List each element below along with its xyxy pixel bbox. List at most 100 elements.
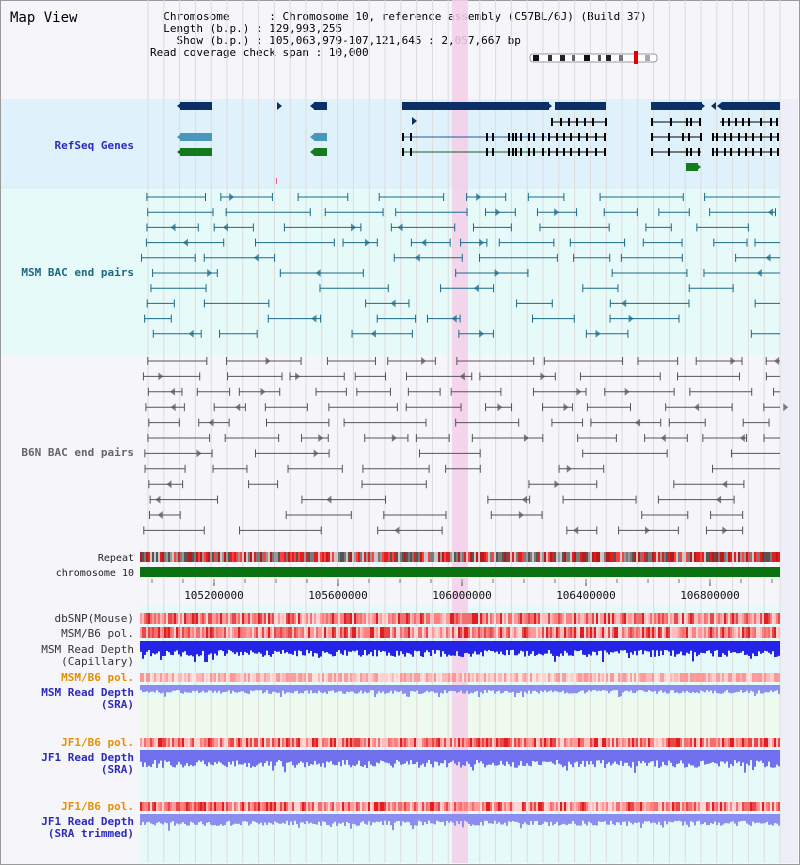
heat-cell — [514, 613, 516, 624]
heat-cell — [224, 613, 226, 624]
depth-bar — [668, 641, 670, 652]
heat-cell — [702, 802, 704, 811]
heat-cell — [414, 673, 416, 682]
heat-cell — [256, 738, 258, 747]
heat-cell — [568, 673, 570, 682]
depth-bar — [494, 685, 496, 694]
depth-bar — [702, 641, 704, 653]
heat-cell — [752, 627, 754, 638]
depth-bar — [468, 685, 470, 694]
heat-cell — [380, 613, 382, 624]
heat-cell — [474, 738, 476, 747]
heat-cell — [716, 738, 718, 747]
repeat-segment — [692, 552, 694, 562]
heat-cell — [420, 673, 422, 682]
depth-bar — [202, 814, 204, 825]
depth-bar — [408, 641, 410, 654]
repeat-segment — [466, 552, 468, 562]
depth-bar — [278, 685, 280, 693]
repeat-segment — [274, 552, 276, 562]
heat-cell — [762, 627, 764, 638]
repeat-segment — [758, 552, 760, 562]
repeat-segment — [726, 552, 728, 562]
depth-bar — [506, 750, 508, 762]
depth-bar — [546, 641, 548, 654]
heat-cell — [684, 673, 686, 682]
repeat-segment — [598, 552, 600, 562]
heat-cell — [462, 802, 464, 811]
refseq-genes[interactable] — [177, 102, 780, 184]
depth-bar — [160, 814, 162, 824]
heat-cell — [694, 802, 696, 811]
depth-bar — [722, 814, 724, 825]
heat-cell — [444, 802, 446, 811]
heat-cell — [270, 802, 272, 811]
depth-bar — [186, 814, 188, 826]
heat-cell — [746, 627, 748, 638]
heat-cell — [656, 613, 658, 624]
depth-bar — [662, 814, 664, 828]
depth-bar — [188, 750, 190, 767]
depth-bar — [538, 641, 540, 654]
heat-cell — [440, 627, 442, 638]
heat-cell — [510, 738, 512, 747]
heat-cell — [454, 627, 456, 638]
heat-cell — [396, 738, 398, 747]
depth-bar — [382, 750, 384, 762]
heat-cell — [702, 613, 704, 624]
heat-cell — [148, 673, 150, 682]
depth-bar — [446, 641, 448, 657]
heat-cell — [520, 802, 522, 811]
depth-bar — [180, 750, 182, 765]
repeat-segment — [738, 552, 740, 562]
depth-bar — [572, 641, 574, 656]
heat-cell — [590, 738, 592, 747]
gene-block — [686, 163, 698, 171]
repeat-segment — [214, 552, 216, 562]
heat-cell — [272, 802, 274, 811]
depth-bar — [228, 814, 230, 821]
depth-bar — [202, 750, 204, 761]
heat-cell — [538, 627, 540, 638]
heat-cell — [292, 627, 294, 638]
depth-bar — [244, 685, 246, 693]
heat-cell — [198, 738, 200, 747]
depth-bar — [184, 641, 186, 652]
depth-bar — [758, 750, 760, 762]
depth-bar — [714, 750, 716, 764]
heat-cell — [304, 627, 306, 638]
depth-bar — [540, 685, 542, 691]
depth-bar — [624, 750, 626, 763]
depth-bar — [202, 685, 204, 691]
repeat-segment — [268, 552, 270, 562]
heat-cell — [546, 802, 548, 811]
depth-bar — [154, 641, 156, 655]
heat-cell — [248, 627, 250, 638]
depth-bar — [670, 750, 672, 763]
gene-exon — [712, 133, 714, 141]
label-msm-b6-pol: MSM/B6 pol. — [61, 627, 134, 640]
depth-bar — [454, 814, 456, 826]
heat-cell — [320, 613, 322, 624]
b6n-bac-pairs[interactable] — [142, 357, 800, 535]
depth-bar — [312, 750, 314, 765]
depth-bar — [320, 814, 322, 826]
depth-bar — [400, 750, 402, 765]
gene-arrow — [711, 102, 716, 110]
heat-cell — [678, 802, 680, 811]
heat-cell — [162, 627, 164, 638]
heat-cell — [392, 802, 394, 811]
depth-bar — [734, 750, 736, 761]
heat-cell — [654, 673, 656, 682]
heat-cell — [618, 613, 620, 624]
heat-cell — [222, 673, 224, 682]
depth-bar — [336, 641, 338, 652]
depth-bar — [640, 641, 642, 650]
msm-bac-pairs[interactable] — [141, 193, 780, 338]
depth-bar — [284, 685, 286, 694]
depth-bar — [628, 685, 630, 692]
depth-bar — [568, 641, 570, 656]
depth-bar — [442, 685, 444, 694]
heat-cell — [480, 627, 482, 638]
